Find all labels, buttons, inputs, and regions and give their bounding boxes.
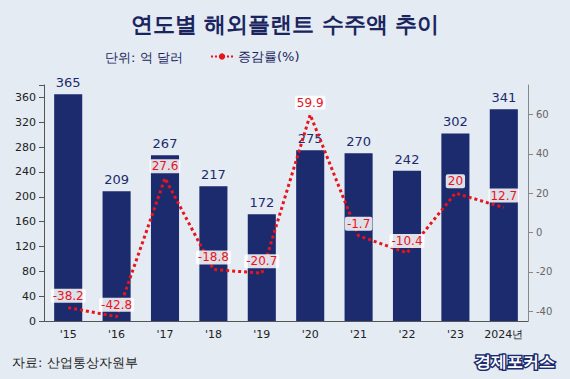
svg-text:270: 270 bbox=[346, 134, 371, 149]
svg-text:200: 200 bbox=[15, 190, 36, 203]
svg-text:280: 280 bbox=[15, 141, 36, 154]
svg-text:27.6: 27.6 bbox=[152, 159, 179, 173]
svg-text:59.9: 59.9 bbox=[297, 96, 324, 110]
svg-text:-42.8: -42.8 bbox=[101, 298, 132, 312]
svg-text:'20: '20 bbox=[302, 328, 319, 341]
svg-text:209: 209 bbox=[104, 172, 129, 187]
svg-text:365: 365 bbox=[56, 75, 81, 90]
svg-text:-20.7: -20.7 bbox=[246, 254, 277, 268]
svg-text:'19: '19 bbox=[253, 328, 270, 341]
svg-text:'21: '21 bbox=[350, 328, 367, 341]
svg-text:-40: -40 bbox=[536, 306, 552, 317]
svg-text:172: 172 bbox=[249, 195, 274, 210]
svg-text:'18: '18 bbox=[205, 328, 222, 341]
svg-text:증감률(%): 증감률(%) bbox=[238, 49, 300, 64]
svg-text:160: 160 bbox=[15, 215, 36, 228]
svg-text:'23: '23 bbox=[447, 328, 464, 341]
svg-text:40: 40 bbox=[22, 290, 36, 303]
svg-text:'17: '17 bbox=[156, 328, 173, 341]
svg-text:-10.4: -10.4 bbox=[391, 234, 422, 248]
svg-text:40: 40 bbox=[536, 148, 549, 159]
svg-text:단위: 억 달러: 단위: 억 달러 bbox=[105, 50, 183, 65]
svg-text:2024년: 2024년 bbox=[484, 328, 523, 341]
svg-text:341: 341 bbox=[491, 90, 516, 105]
svg-text:20: 20 bbox=[448, 174, 463, 188]
svg-text:0: 0 bbox=[29, 315, 36, 328]
svg-text:80: 80 bbox=[22, 265, 36, 278]
svg-text:302: 302 bbox=[443, 114, 468, 129]
svg-text:자료: 산업통상자원부: 자료: 산업통상자원부 bbox=[12, 355, 138, 370]
svg-text:경제포커스: 경제포커스 bbox=[475, 352, 555, 371]
svg-text:12.7: 12.7 bbox=[490, 189, 517, 203]
svg-text:120: 120 bbox=[15, 240, 36, 253]
svg-text:267: 267 bbox=[153, 136, 178, 151]
svg-text:320: 320 bbox=[15, 116, 36, 129]
svg-text:'22: '22 bbox=[398, 328, 415, 341]
svg-text:'15: '15 bbox=[60, 328, 77, 341]
svg-text:240: 240 bbox=[15, 165, 36, 178]
svg-text:0: 0 bbox=[536, 227, 542, 238]
svg-text:360: 360 bbox=[15, 91, 36, 104]
svg-text:242: 242 bbox=[395, 152, 420, 167]
svg-text:'16: '16 bbox=[108, 328, 125, 341]
svg-text:연도별 해외플랜트 수주액 추이: 연도별 해외플랜트 수주액 추이 bbox=[131, 12, 440, 37]
svg-text:20: 20 bbox=[536, 188, 549, 199]
svg-text:-20: -20 bbox=[536, 266, 552, 277]
svg-text:-18.8: -18.8 bbox=[198, 250, 229, 264]
svg-text:60: 60 bbox=[536, 109, 549, 120]
svg-text:217: 217 bbox=[201, 167, 226, 182]
svg-text:275: 275 bbox=[297, 131, 323, 147]
svg-text:-38.2: -38.2 bbox=[53, 289, 84, 303]
svg-text:-1.7: -1.7 bbox=[347, 217, 370, 231]
